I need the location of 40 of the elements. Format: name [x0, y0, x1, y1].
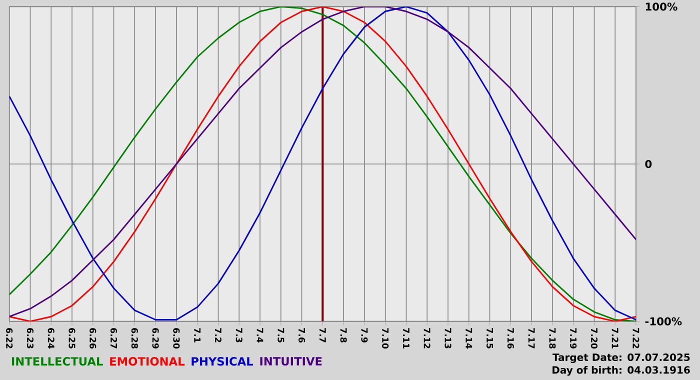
text: EMOTIONAL: [110, 357, 184, 366]
x-tick-label: 7.1: [194, 328, 200, 342]
y-tick-label: -100%: [645, 317, 682, 326]
x-tick-label: 6.27: [110, 328, 118, 348]
x-tick-label: 7.11: [403, 328, 410, 348]
x-tick-label: 6.24: [48, 328, 54, 349]
text: INTELLECTUAL: [12, 357, 103, 366]
x-tick-label: 6.25: [68, 328, 76, 348]
x-tick-label: 7.4: [256, 328, 264, 343]
x-tick-label: 6.22: [6, 328, 13, 348]
x-tick-label: 6.28: [131, 328, 138, 348]
x-tick-label: 7.12: [424, 328, 430, 348]
x-tick-label: 7.9: [361, 328, 368, 342]
text: Day of birth: 04.03.1916: [552, 366, 690, 376]
x-tick-label: 6.29: [152, 328, 159, 348]
x-tick-label: 7.13: [444, 328, 452, 348]
x-tick-label: 7.7: [320, 328, 326, 342]
x-tick-label: 7.18: [549, 328, 556, 348]
x-tick-label: 7.8: [340, 328, 347, 342]
x-tick-label: 7.5: [278, 328, 284, 342]
x-tick-label: 7.15: [486, 328, 493, 348]
x-tick-label: 7.10: [382, 328, 389, 349]
text: INTUITIVE: [260, 357, 322, 366]
x-tick-label: 7.19: [570, 328, 577, 348]
x-tick-label: 7.17: [528, 328, 535, 348]
x-tick-label: 6.23: [26, 328, 34, 348]
x-tick-label: 7.20: [590, 328, 598, 349]
x-tick-label: 7.21: [612, 328, 618, 348]
x-tick-label: 7.2: [215, 328, 222, 342]
x-tick-label: 6.26: [90, 328, 96, 349]
x-tick-label: 7.3: [236, 328, 242, 342]
y-tick-label: 100%: [646, 2, 678, 11]
y-tick-label: 0: [645, 160, 652, 168]
x-tick-label: 7.14: [466, 328, 472, 349]
x-tick-label: 7.6: [298, 328, 306, 342]
text: Target Date: 07.07.2025: [552, 353, 690, 364]
x-tick-label: 6.30: [173, 328, 180, 349]
text: PHYSICAL: [192, 357, 254, 366]
x-tick-label: 7.22: [632, 328, 640, 348]
x-tick-label: 7.16: [507, 328, 514, 349]
